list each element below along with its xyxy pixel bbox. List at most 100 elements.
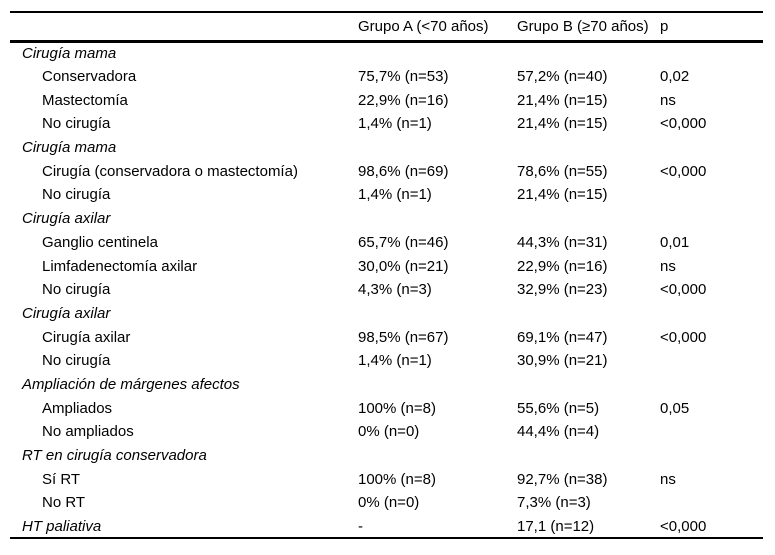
row-value-grupo-a: [358, 207, 517, 231]
row-value-p: ns: [660, 257, 676, 275]
table-row: No RT 0% (n=0) 7,3% (n=3): [10, 491, 763, 515]
row-value-grupo-a: 22,9% (n=16): [358, 91, 449, 109]
row-value-p: 0,02: [660, 68, 690, 86]
row-value-grupo-b: [517, 41, 660, 65]
row-label: No cirugía: [42, 186, 111, 204]
header-grupo-b: Grupo B (≥70 años): [517, 17, 649, 35]
row-value-p: [660, 349, 763, 373]
table-row: RT en cirugía conservadora: [10, 444, 763, 468]
table-row: Limfadenectomía axilar 30,0% (n=21) 22,9…: [10, 254, 763, 278]
row-value-grupo-b: 78,6% (n=55): [517, 162, 608, 180]
table-row: Cirugía axilar 98,5% (n=67) 69,1% (n=47)…: [10, 325, 763, 349]
header-grupo-a: Grupo A (<70 años): [358, 17, 489, 35]
row-value-p: [660, 302, 763, 326]
table-row: Sí RT 100% (n=8) 92,7% (n=38) ns: [10, 467, 763, 491]
row-label: Cirugía axilar: [42, 328, 131, 346]
row-value-grupo-a: [358, 41, 517, 65]
row-value-grupo-a: 65,7% (n=46): [358, 233, 449, 251]
row-value-grupo-a: 1,4% (n=1): [358, 186, 432, 204]
row-value-p: [660, 444, 763, 468]
table-row: HT paliativa - 17,1 (n=12) <0,000: [10, 515, 763, 539]
row-value-grupo-b: [517, 373, 660, 397]
row-value-grupo-b: 7,3% (n=3): [517, 494, 591, 512]
row-value-p: [660, 183, 763, 207]
row-value-grupo-a: 98,6% (n=69): [358, 162, 449, 180]
table-body: Cirugía mama Conservadora 75,7% (n=53) 5…: [10, 41, 763, 538]
row-value-grupo-a: 98,5% (n=67): [358, 328, 449, 346]
row-value-p: 0,05: [660, 399, 690, 417]
table-row: No cirugía 1,4% (n=1) 21,4% (n=15): [10, 183, 763, 207]
table-row: No cirugía 1,4% (n=1) 30,9% (n=21): [10, 349, 763, 373]
row-value-grupo-b: 44,3% (n=31): [517, 233, 608, 251]
table-header: Grupo A (<70 años) Grupo B (≥70 años) p: [10, 12, 763, 41]
table-row: Ampliación de márgenes afectos: [10, 373, 763, 397]
row-value-grupo-b: 92,7% (n=38): [517, 470, 608, 488]
header-p-value: p: [660, 17, 669, 35]
table-row: Cirugía mama: [10, 41, 763, 65]
row-label: Cirugía axilar: [22, 304, 111, 322]
row-value-grupo-a: -: [358, 517, 363, 535]
row-value-grupo-b: 69,1% (n=47): [517, 328, 608, 346]
row-label: HT paliativa: [22, 517, 102, 535]
row-value-p: [660, 373, 763, 397]
table-row: Cirugía mama: [10, 136, 763, 160]
row-value-p: [660, 41, 763, 65]
row-value-grupo-b: [517, 302, 660, 326]
table-row: Ganglio centinela 65,7% (n=46) 44,3% (n=…: [10, 231, 763, 255]
row-label: RT en cirugía conservadora: [22, 447, 207, 465]
row-value-grupo-b: 32,9% (n=23): [517, 281, 608, 299]
row-label: No RT: [42, 494, 86, 512]
row-label: Cirugía axilar: [22, 210, 111, 228]
row-label: Ampliación de márgenes afectos: [22, 375, 240, 393]
row-label: Conservadora: [42, 68, 137, 86]
table-header-row: Grupo A (<70 años) Grupo B (≥70 años) p: [10, 12, 763, 41]
row-label: No ampliados: [42, 423, 134, 441]
header-empty-cell: [10, 12, 358, 41]
row-value-grupo-b: 44,4% (n=4): [517, 423, 600, 441]
row-value-grupo-b: 57,2% (n=40): [517, 68, 608, 86]
row-value-grupo-a: 100% (n=8): [358, 399, 436, 417]
row-label: No cirugía: [42, 115, 111, 133]
row-value-p: <0,000: [660, 517, 707, 535]
row-label: Cirugía mama: [22, 45, 117, 63]
row-value-grupo-a: 100% (n=8): [358, 470, 436, 488]
row-value-grupo-a: [358, 373, 517, 397]
row-value-grupo-b: 21,4% (n=15): [517, 115, 608, 133]
row-label: Ganglio centinela: [42, 233, 158, 251]
row-value-p: 0,01: [660, 233, 690, 251]
row-label: Limfadenectomía axilar: [42, 257, 198, 275]
row-value-p: <0,000: [660, 281, 707, 299]
table-row: Ampliados 100% (n=8) 55,6% (n=5) 0,05: [10, 396, 763, 420]
row-label: Cirugía (conservadora o mastectomía): [42, 162, 298, 180]
row-value-grupo-b: 17,1 (n=12): [517, 517, 595, 535]
row-label: Ampliados: [42, 399, 113, 417]
row-value-grupo-a: 4,3% (n=3): [358, 281, 432, 299]
row-label: Mastectomía: [42, 91, 128, 109]
row-value-grupo-a: [358, 302, 517, 326]
row-value-grupo-a: 0% (n=0): [358, 423, 420, 441]
row-value-grupo-b: 30,9% (n=21): [517, 352, 608, 370]
table-row: Cirugía axilar: [10, 207, 763, 231]
table-row: Cirugía axilar: [10, 302, 763, 326]
table-row: Cirugía (conservadora o mastectomía) 98,…: [10, 159, 763, 183]
row-value-grupo-b: [517, 207, 660, 231]
table-row: No ampliados 0% (n=0) 44,4% (n=4): [10, 420, 763, 444]
row-value-p: [660, 491, 763, 515]
row-value-grupo-a: 0% (n=0): [358, 494, 420, 512]
row-value-p: [660, 207, 763, 231]
table-row: Mastectomía 22,9% (n=16) 21,4% (n=15) ns: [10, 88, 763, 112]
row-value-p: ns: [660, 470, 676, 488]
row-value-p: <0,000: [660, 328, 707, 346]
row-value-grupo-b: 21,4% (n=15): [517, 91, 608, 109]
row-value-grupo-a: [358, 444, 517, 468]
table-row: No cirugía 4,3% (n=3) 32,9% (n=23) <0,00…: [10, 278, 763, 302]
results-table: Grupo A (<70 años) Grupo B (≥70 años) p …: [10, 11, 763, 540]
row-value-grupo-a: [358, 136, 517, 160]
row-value-grupo-a: 1,4% (n=1): [358, 115, 432, 133]
row-value-p: [660, 420, 763, 444]
table-row: Conservadora 75,7% (n=53) 57,2% (n=40) 0…: [10, 65, 763, 89]
row-value-p: [660, 136, 763, 160]
row-value-grupo-b: 22,9% (n=16): [517, 257, 608, 275]
row-value-grupo-a: 30,0% (n=21): [358, 257, 449, 275]
